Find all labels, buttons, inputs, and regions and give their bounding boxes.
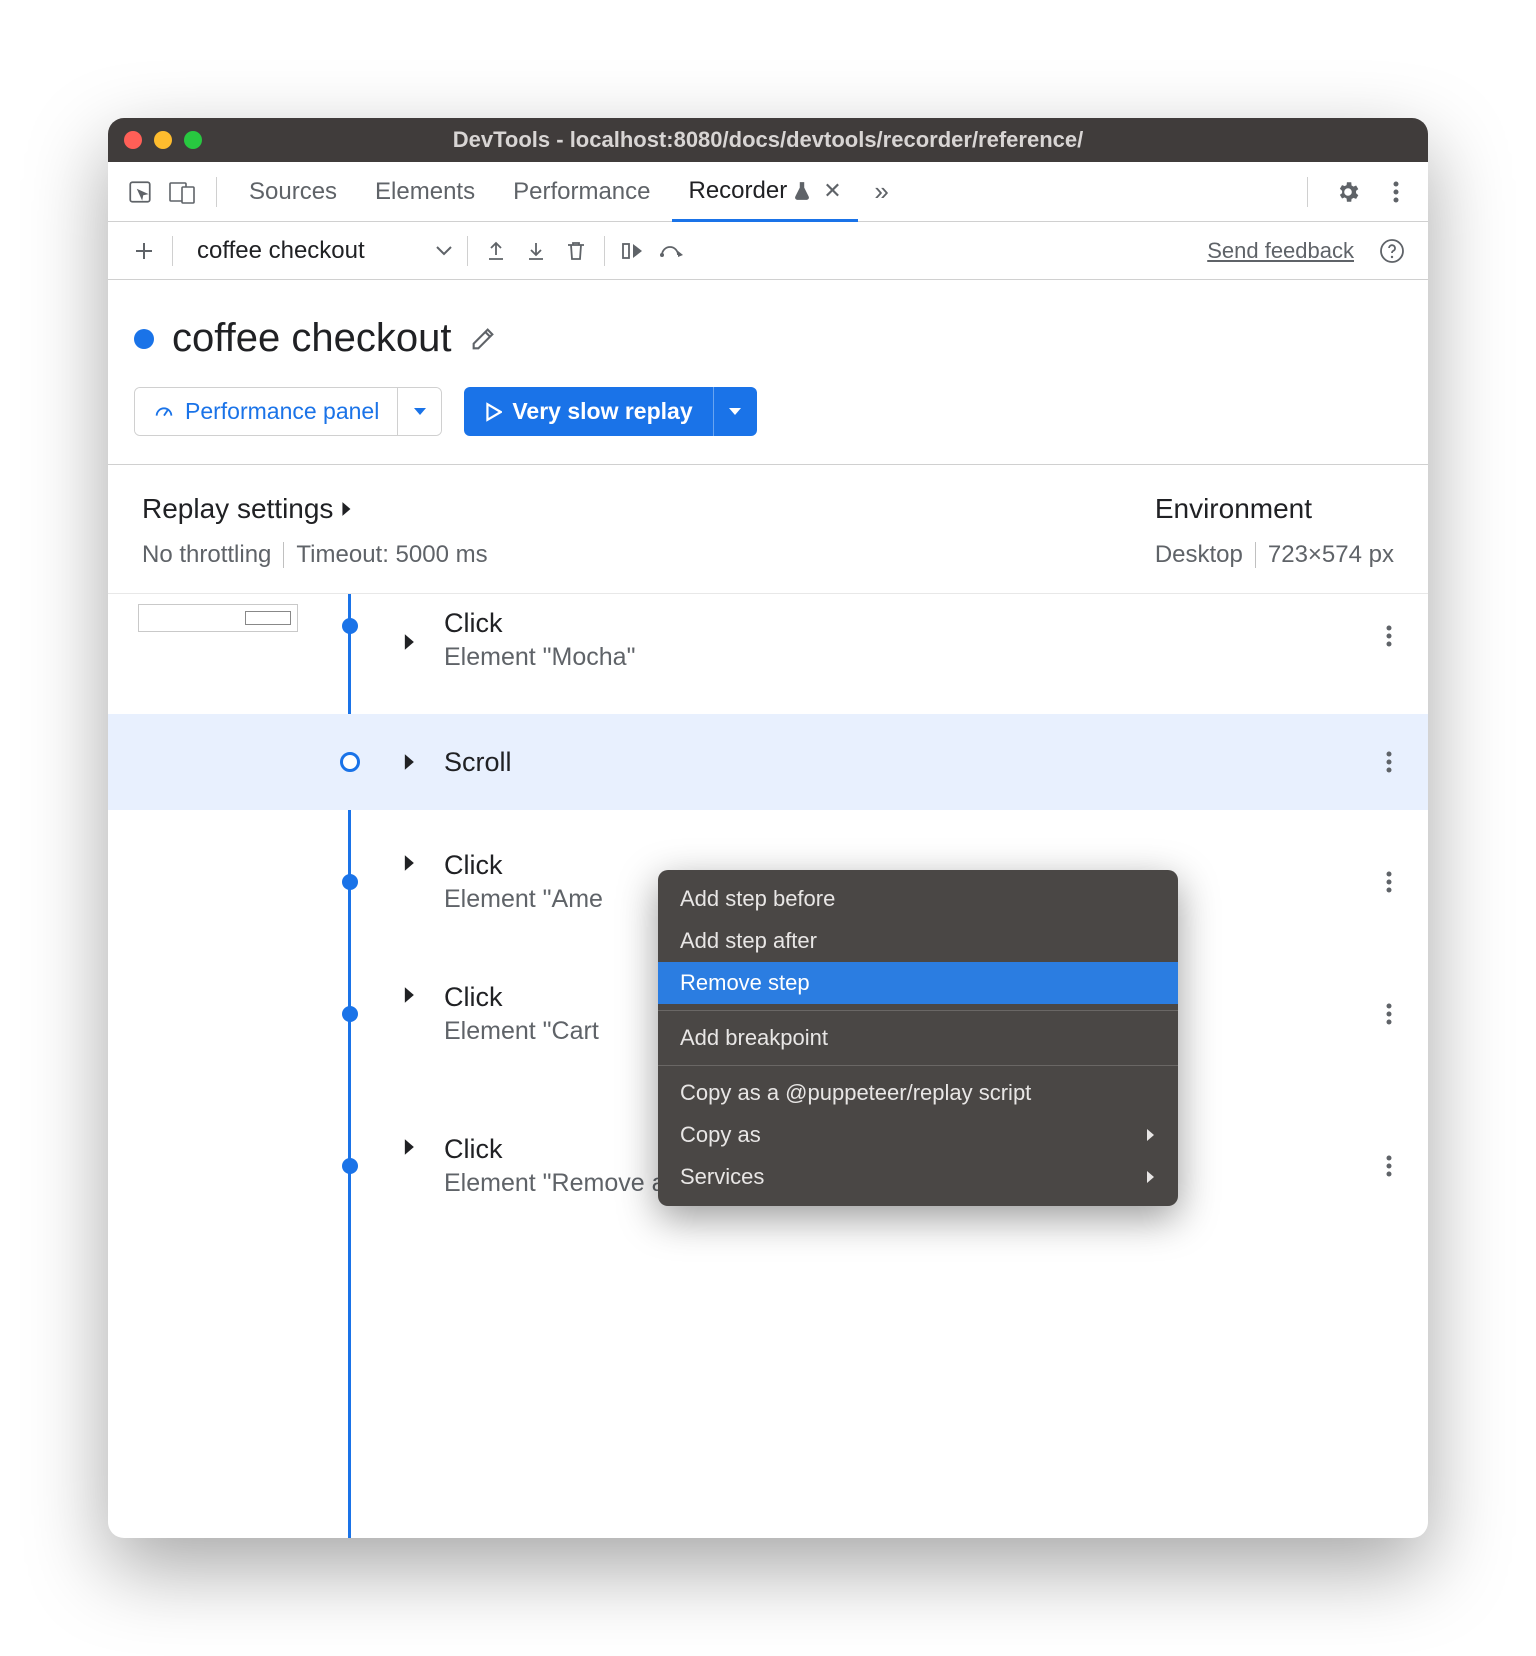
tab-label: Performance (513, 178, 650, 206)
menu-services[interactable]: Services (658, 1156, 1178, 1198)
menu-separator (658, 1065, 1178, 1066)
help-icon[interactable] (1372, 231, 1412, 271)
menu-add-step-after[interactable]: Add step after (658, 920, 1178, 962)
gauge-icon (153, 401, 175, 423)
divider (172, 236, 173, 266)
tab-sources[interactable]: Sources (233, 162, 353, 221)
settings-icon[interactable] (1330, 174, 1366, 210)
device-toggle-icon[interactable] (164, 174, 200, 210)
delete-icon[interactable] (556, 231, 596, 271)
step-subtitle: Element "Mocha" (408, 643, 1398, 672)
timeline-node (342, 618, 358, 634)
send-feedback-link[interactable]: Send feedback (1207, 238, 1354, 264)
divider (467, 236, 468, 266)
menu-remove-step[interactable]: Remove step (658, 962, 1178, 1004)
step-menu-icon[interactable] (1386, 750, 1392, 774)
tab-label: Elements (375, 178, 475, 206)
menu-add-breakpoint[interactable]: Add breakpoint (658, 1017, 1178, 1059)
performance-panel-button[interactable]: Performance panel (134, 387, 442, 436)
chevron-right-icon (341, 501, 353, 517)
viewport-value: 723×574 px (1268, 541, 1394, 569)
device-value: Desktop (1155, 541, 1243, 569)
close-tab-icon[interactable]: ✕ (823, 178, 841, 204)
environment-settings: Environment Desktop 723×574 px (1155, 493, 1394, 569)
tab-elements[interactable]: Elements (359, 162, 491, 221)
panel-tabbar: Sources Elements Performance Recorder ✕ … (108, 162, 1428, 222)
menu-copy-as[interactable]: Copy as (658, 1114, 1178, 1156)
settings-row: Replay settings No throttling Timeout: 5… (108, 465, 1428, 594)
step-title: Scroll (408, 747, 1398, 778)
traffic-lights (124, 131, 202, 149)
timeline-node (342, 1006, 358, 1022)
expand-icon[interactable] (403, 1138, 417, 1156)
edit-icon[interactable] (469, 325, 497, 353)
step-menu-icon[interactable] (1386, 624, 1392, 648)
menu-add-step-before[interactable]: Add step before (658, 878, 1178, 920)
timeline-node (340, 752, 360, 772)
recording-title: coffee checkout (172, 316, 451, 361)
step-over-icon[interactable] (613, 231, 653, 271)
step-title: Click (408, 608, 1398, 639)
replay-button[interactable]: Very slow replay (464, 387, 756, 436)
step-icon[interactable] (653, 231, 693, 271)
step-menu-icon[interactable] (1386, 1154, 1392, 1178)
chevron-right-icon (1146, 1170, 1156, 1184)
tab-label: Sources (249, 178, 337, 206)
add-recording-icon[interactable] (124, 231, 164, 271)
step-item[interactable]: Scroll (108, 714, 1428, 810)
timeline-node (342, 874, 358, 890)
divider (1307, 177, 1308, 207)
replay-settings: Replay settings No throttling Timeout: 5… (142, 493, 488, 569)
divider (216, 177, 217, 207)
import-icon[interactable] (516, 231, 556, 271)
more-tabs-icon[interactable]: » (864, 174, 900, 210)
step-menu-icon[interactable] (1386, 870, 1392, 894)
context-menu: Add step before Add step after Remove st… (658, 870, 1178, 1206)
timeout-value: Timeout: 5000 ms (296, 541, 487, 569)
devtools-window: DevTools - localhost:8080/docs/devtools/… (108, 118, 1428, 1538)
window-title: DevTools - localhost:8080/docs/devtools/… (108, 127, 1428, 153)
dropdown-arrow[interactable] (713, 387, 757, 436)
button-label: Performance panel (185, 398, 379, 425)
tab-label: Recorder (688, 177, 787, 205)
menu-separator (658, 1010, 1178, 1011)
recording-select[interactable]: coffee checkout (181, 237, 459, 265)
menu-copy-puppeteer[interactable]: Copy as a @puppeteer/replay script (658, 1072, 1178, 1114)
recording-select-label: coffee checkout (197, 237, 365, 265)
expand-icon[interactable] (403, 753, 417, 771)
minimize-window-button[interactable] (154, 131, 172, 149)
recording-status-dot (134, 329, 154, 349)
tab-recorder[interactable]: Recorder ✕ (672, 163, 857, 222)
step-menu-icon[interactable] (1386, 1002, 1392, 1026)
divider (604, 236, 605, 266)
environment-heading: Environment (1155, 493, 1394, 525)
chevron-right-icon (1146, 1128, 1156, 1142)
recording-header: coffee checkout Performance panel Very s… (108, 280, 1428, 465)
expand-icon[interactable] (403, 986, 417, 1004)
kebab-menu-icon[interactable] (1378, 174, 1414, 210)
expand-icon[interactable] (403, 633, 417, 651)
replay-settings-heading[interactable]: Replay settings (142, 493, 488, 525)
titlebar: DevTools - localhost:8080/docs/devtools/… (108, 118, 1428, 162)
chevron-down-icon (435, 245, 453, 257)
close-window-button[interactable] (124, 131, 142, 149)
flask-icon (793, 181, 811, 201)
inspect-icon[interactable] (122, 174, 158, 210)
play-icon (484, 402, 502, 422)
recorder-toolbar: coffee checkout Send feedback (108, 222, 1428, 280)
timeline-node (342, 1158, 358, 1174)
dropdown-arrow[interactable] (397, 388, 441, 435)
button-label: Very slow replay (512, 398, 692, 425)
step-item[interactable]: Click Element "Mocha" (108, 594, 1428, 690)
export-icon[interactable] (476, 231, 516, 271)
expand-icon[interactable] (403, 854, 417, 872)
maximize-window-button[interactable] (184, 131, 202, 149)
tab-performance[interactable]: Performance (497, 162, 666, 221)
throttling-value: No throttling (142, 541, 271, 569)
